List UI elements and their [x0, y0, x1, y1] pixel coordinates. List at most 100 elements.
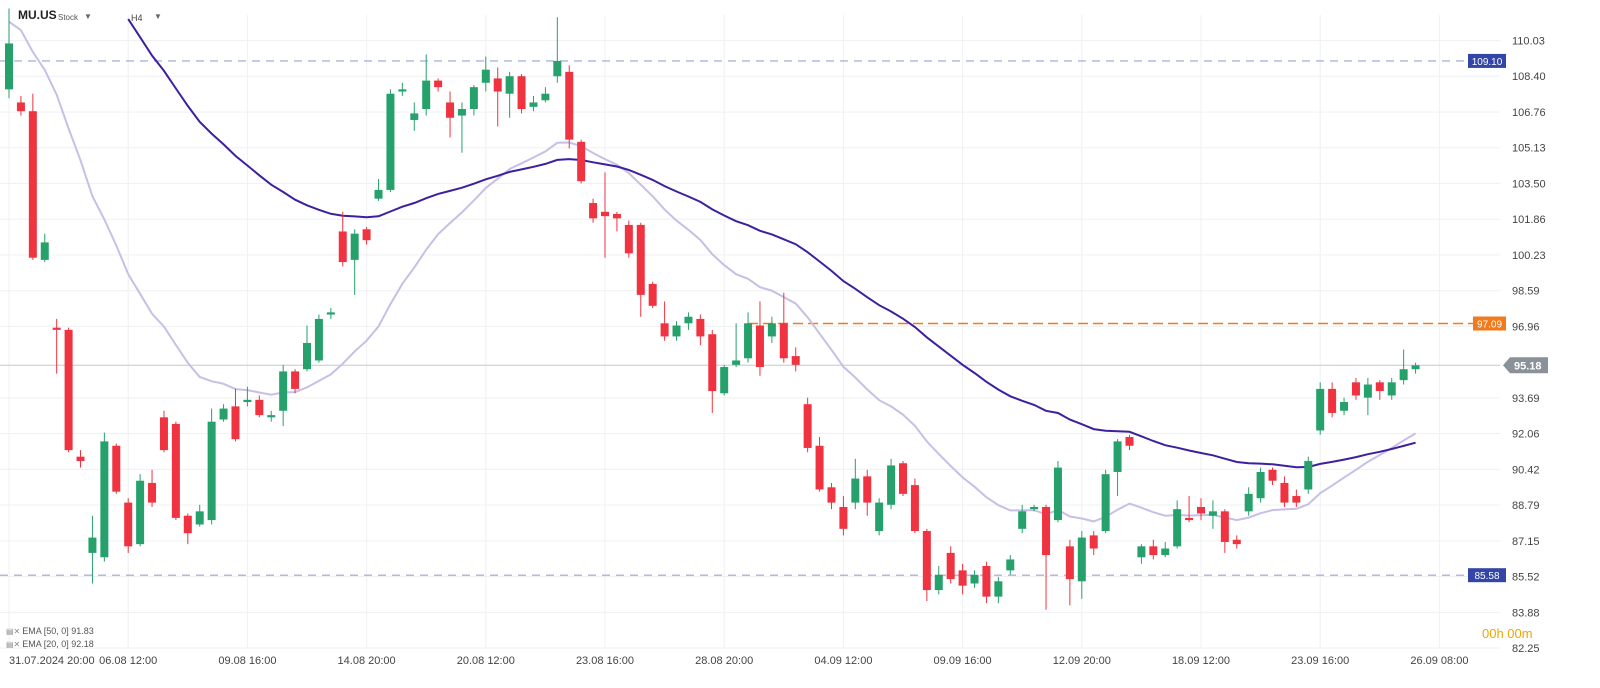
x-tick-label: 23.08 16:00 — [576, 655, 634, 667]
candle — [1065, 539, 1074, 606]
candle-body — [636, 224, 645, 295]
candle — [100, 432, 109, 562]
candle — [684, 312, 693, 330]
candle-body — [720, 367, 729, 394]
level-badge — [1468, 53, 1506, 68]
candle-body — [88, 537, 97, 553]
instrument-type: Stock — [58, 13, 79, 22]
candle-body — [1113, 441, 1122, 472]
candle-body — [1280, 482, 1289, 503]
candle — [1137, 544, 1146, 564]
level-label: 85.58 — [1474, 571, 1499, 582]
symbol-dropdown-icon[interactable]: ▼ — [84, 12, 92, 21]
candle — [577, 139, 586, 184]
candle — [112, 443, 121, 494]
symbol-label[interactable]: MU.US — [18, 8, 57, 22]
candle-body — [875, 502, 884, 532]
candle-body — [279, 371, 288, 411]
candle — [1256, 467, 1265, 503]
candle-body — [1316, 388, 1325, 431]
candle — [553, 17, 562, 83]
indicator-settings-icon[interactable]: ▤✕ — [6, 640, 21, 649]
candle — [791, 347, 800, 372]
candle — [1387, 377, 1396, 400]
level-badge — [1468, 568, 1506, 583]
candle-body — [1089, 535, 1098, 549]
candle — [183, 513, 192, 545]
candle — [28, 93, 37, 260]
candle-body — [291, 371, 300, 389]
candle — [732, 323, 741, 368]
candle — [410, 102, 419, 131]
candle-body — [517, 76, 526, 110]
candle-body — [374, 189, 383, 199]
candle-body — [338, 231, 347, 263]
candle-body — [994, 581, 1003, 597]
candle — [744, 312, 753, 363]
candle — [40, 233, 49, 263]
candle — [1316, 382, 1325, 435]
candle — [291, 369, 300, 394]
candle — [481, 56, 490, 92]
candle — [1208, 500, 1217, 529]
y-tick-label: 83.88 — [1512, 607, 1540, 619]
candle-body — [255, 399, 264, 416]
legend-ema20[interactable]: ▤✕ EMA [20, 0] 92.18 — [6, 639, 94, 649]
candle — [303, 325, 311, 372]
timeframe-label[interactable]: H4 — [131, 13, 143, 23]
candle-body — [779, 323, 788, 359]
candle — [207, 408, 216, 525]
candle — [434, 78, 443, 92]
candle-body — [946, 552, 955, 580]
x-tick-label: 12.09 20:00 — [1053, 655, 1111, 667]
x-tick-label: 14.08 20:00 — [338, 655, 396, 667]
candle-body — [624, 224, 633, 254]
candle-body — [1208, 511, 1217, 516]
candle-body — [732, 360, 741, 365]
candle-body — [1399, 369, 1408, 381]
candle — [934, 566, 943, 595]
indicator-settings-icon[interactable]: ▤✕ — [6, 627, 21, 636]
y-tick-label: 105.13 — [1512, 143, 1546, 155]
candle-body — [672, 325, 681, 337]
candle — [827, 482, 836, 510]
candle — [338, 211, 347, 267]
candle-body — [648, 283, 657, 306]
candle-body — [708, 334, 717, 392]
candle-body — [744, 323, 753, 359]
x-tick-label: 04.09 12:00 — [814, 655, 872, 667]
candle-body — [1232, 539, 1241, 545]
candle — [159, 410, 168, 453]
candle-body — [541, 93, 550, 101]
candle-body — [112, 445, 121, 492]
candle-body — [899, 463, 907, 494]
candle-body — [195, 511, 204, 525]
candle — [1042, 504, 1051, 610]
y-tick-label: 110.03 — [1512, 36, 1545, 48]
candle — [636, 222, 645, 317]
candle — [1125, 434, 1134, 451]
candle-body — [422, 80, 431, 110]
y-tick-label: 101.86 — [1512, 214, 1546, 226]
y-tick-label: 100.23 — [1512, 250, 1546, 262]
timeframe-dropdown-icon[interactable]: ▼ — [154, 12, 162, 21]
candle-body — [1292, 496, 1301, 503]
x-tick-label: 28.08 20:00 — [695, 655, 753, 667]
candle — [779, 292, 788, 363]
candle-body — [1363, 384, 1372, 398]
candle-body — [136, 480, 145, 545]
candle — [1077, 531, 1086, 599]
candle — [1280, 476, 1289, 507]
candle — [279, 364, 288, 427]
candle-body — [1149, 546, 1158, 556]
candle — [767, 316, 776, 343]
candle — [887, 458, 896, 510]
candle-body — [171, 423, 180, 518]
candle — [899, 461, 907, 497]
y-tick-label: 98.59 — [1512, 286, 1540, 298]
candle-body — [1268, 469, 1277, 481]
candle-body — [612, 213, 621, 219]
legend-ema50[interactable]: ▤✕ EMA [50, 0] 91.83 — [6, 626, 94, 636]
candle — [469, 84, 478, 116]
